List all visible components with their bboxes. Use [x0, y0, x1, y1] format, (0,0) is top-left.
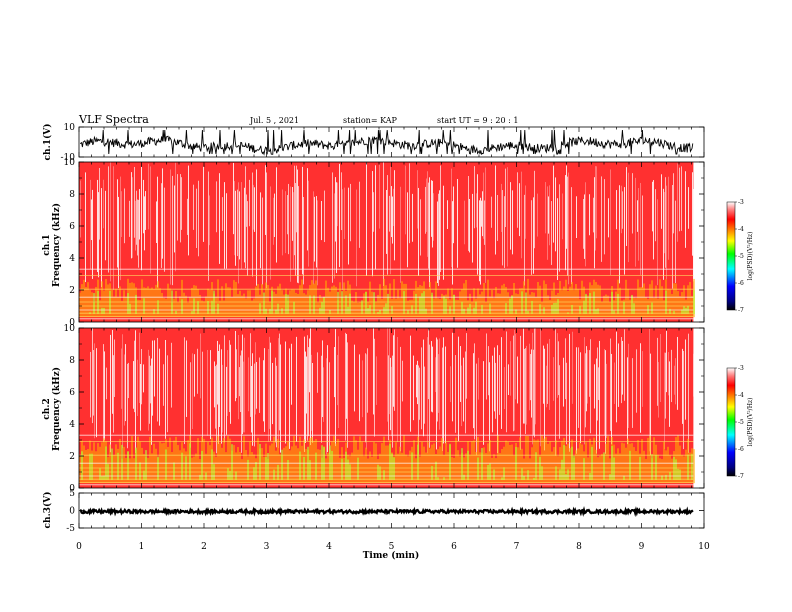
- ch1-spectrogram-ytick-label: 10: [64, 158, 76, 168]
- station-label: station= KAP: [343, 116, 398, 125]
- ch1-colorbar: -3 -4 -5 -6 -7 log(PSD)(V²/Hz): [726, 199, 754, 314]
- x-tick-label: 5: [389, 542, 395, 552]
- figure-title: VLF Spectra: [78, 113, 149, 126]
- ch1-spectrogram-streaks: [80, 162, 694, 290]
- x-tick-label: 10: [698, 542, 710, 552]
- ch1-spectrogram-tone-lines: [79, 268, 694, 320]
- ch1-spectrogram-ytick-label: 0: [69, 318, 75, 328]
- x-tick-label: 0: [76, 542, 82, 552]
- date-label: Jul. 5 , 2021: [249, 116, 299, 125]
- ch1-waveform-ylabel: ch.1(V): [42, 124, 53, 161]
- cb1-tick-label: -6: [738, 280, 744, 287]
- cb1-tick-label: -3: [738, 199, 744, 206]
- ch1-waveform-ytick-label: 10: [64, 123, 76, 133]
- ch2-colorbar: -3 -4 -5 -6 -7 log(PSD)(V²/Hz): [726, 365, 754, 480]
- ch1-spectrogram-panel: 0 2 4 6 8 10: [64, 158, 705, 328]
- x-tick-label: 9: [639, 542, 645, 552]
- ch2-spectrogram-panel: 0 2 4 6 8 10: [64, 324, 705, 494]
- ch1-spectrogram-ytick-label: 6: [69, 222, 75, 232]
- ch2-spectrogram-ytick-label: 4: [69, 420, 75, 430]
- x-tick-label: 6: [451, 542, 457, 552]
- start-time-label: start UT = 9 : 20 : 1: [437, 116, 518, 125]
- cb2-tick-label: -5: [738, 419, 744, 426]
- x-tick-label: 1: [139, 542, 145, 552]
- cb1-tick-label: -5: [738, 253, 744, 260]
- ch2-spectrogram-ytick-label: 0: [69, 484, 75, 494]
- ch2-spectrogram-ylabel-channel: ch.2: [42, 398, 52, 419]
- ch2-spectrogram-ytick-label: 6: [69, 388, 75, 398]
- ch3-waveform-ylabel: ch.3(V): [42, 492, 53, 529]
- cb2-tick-label: -4: [738, 392, 744, 399]
- cb1-label: log(PSD)(V²/Hz): [747, 232, 754, 281]
- cb2-label: log(PSD)(V²/Hz): [747, 398, 754, 447]
- ch3-waveform-ytick-label: -5: [66, 524, 75, 534]
- cb2-tick-label: -3: [738, 365, 744, 372]
- x-axis-label: Time (min): [363, 550, 420, 561]
- ch2-spectrogram-ytick-label: 2: [69, 452, 75, 462]
- time-axis: 0 1 2 3 4 5 6 7 8 9 10: [76, 542, 710, 552]
- ch1-spectrogram-ytick-label: 4: [69, 254, 75, 264]
- ch1-waveform-panel: 10 -10: [61, 123, 705, 163]
- ch3-waveform-panel: 5 0 -5: [66, 489, 705, 534]
- x-tick-label: 3: [264, 542, 270, 552]
- ch1-spectrogram-ylabel-frequency: Frequency (kHz): [51, 203, 62, 287]
- ch1-spectrogram-ytick-label: 2: [69, 286, 75, 296]
- x-tick-label: 4: [326, 542, 332, 552]
- ch2-spectrogram-ylabel-frequency: Frequency (kHz): [51, 367, 62, 451]
- cb1-tick-label: -4: [738, 226, 744, 233]
- cb2-gradient: [726, 367, 736, 477]
- cb2-tick-label: -7: [738, 473, 744, 480]
- x-tick-label: 8: [576, 542, 582, 552]
- x-tick-label: 7: [514, 542, 520, 552]
- ch2-spectrogram-ytick-label: 10: [64, 324, 76, 334]
- ch3-waveform-ytick-label: 5: [69, 489, 75, 499]
- cb2-tick-label: -6: [738, 446, 744, 453]
- cb1-gradient: [726, 201, 736, 311]
- ch1-spectrogram-ylabel-channel: ch.1: [42, 234, 52, 255]
- cb1-tick-label: -7: [738, 307, 744, 314]
- ch1-waveform-trace: [80, 129, 694, 156]
- ch2-spectrogram-ytick-label: 8: [69, 356, 75, 366]
- ch1-waveform-ytick-label: -10: [61, 153, 76, 163]
- ch3-waveform-trace: [79, 506, 694, 518]
- ch3-waveform-ytick-label: 0: [69, 507, 75, 517]
- ch2-spectrogram-tone-lines: [79, 434, 694, 486]
- ch1-spectrogram-ytick-label: 8: [69, 190, 75, 200]
- ch2-spectrogram-streaks: [90, 328, 694, 456]
- ch2-spectrogram-low-band: [79, 435, 695, 484]
- x-tick-label: 2: [201, 542, 207, 552]
